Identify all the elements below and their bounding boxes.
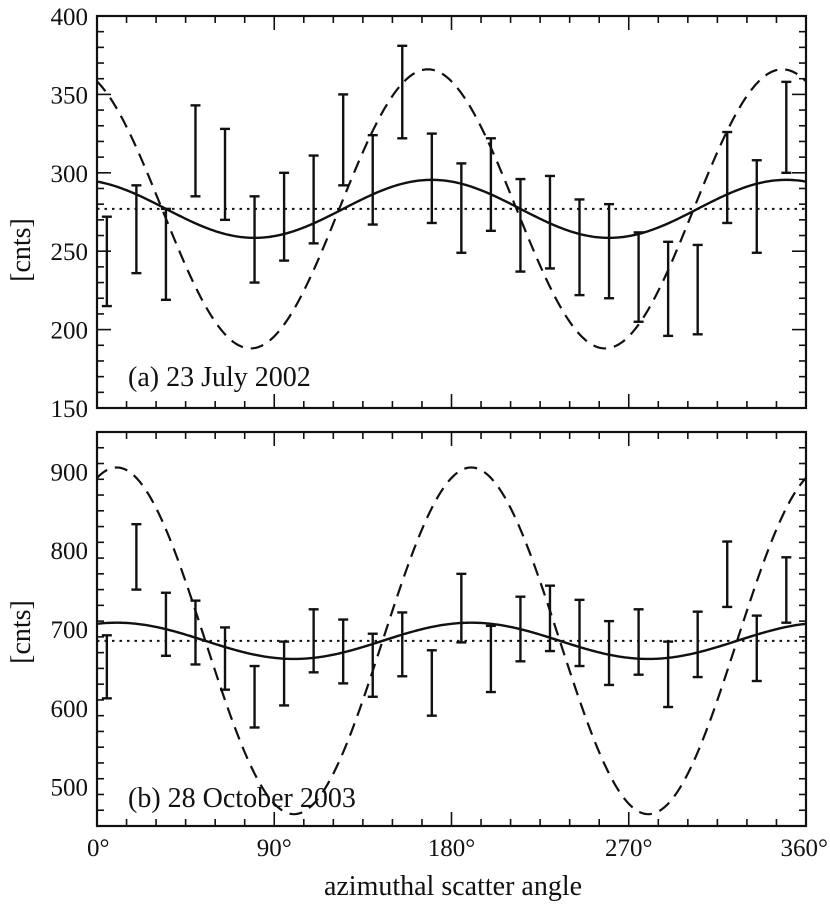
panel-a-error-bar: [781, 80, 792, 175]
panel-a-error-bar: [220, 127, 231, 222]
panel-b-series-dashed: [96, 466, 807, 816]
panel-a-error-bar: [426, 132, 437, 225]
panel-b-x-tick-label: 180°: [428, 835, 476, 862]
panel-b-error-bar: [751, 614, 762, 683]
panel-b-error-bar: [308, 608, 319, 674]
panel-b-error-bar: [249, 664, 260, 729]
panel-b-error-bar: [515, 595, 526, 663]
panel-a-y-tick-label: 150: [51, 396, 89, 423]
panel-a-error-bar: [722, 130, 733, 225]
panel-b-error-bar: [101, 634, 112, 700]
panel-b-x-tick-label: 0°: [87, 835, 110, 862]
panel-a-error-bar: [633, 231, 644, 323]
panel-a-error-bar: [367, 133, 378, 226]
panel-a-error-bar: [249, 195, 260, 284]
panel-a-y-axis-label: [cnts]: [6, 218, 37, 282]
panel-a-y-tick-label: 350: [51, 82, 89, 109]
panel-b-x-tick-label: 270°: [605, 835, 653, 862]
panel-b: (b) 28 October 2003 [cnts] azimuthal sca…: [6, 430, 829, 902]
panel-a-error-bar: [692, 243, 703, 336]
panel-b-error-bar: [367, 632, 378, 698]
panel-a-y-tick-label: 300: [51, 161, 89, 188]
panel-b-y-tick-label: 700: [51, 617, 89, 644]
panel-a-error-bar: [515, 177, 526, 273]
panel-b-error-bar: [544, 584, 555, 653]
panel-a-error-bar: [663, 240, 674, 338]
panel-a-error-bar: [101, 215, 112, 308]
panel-a-error-bar: [751, 159, 762, 254]
panel-b-error-bar: [633, 608, 644, 676]
panel-b-error-bar: [220, 626, 231, 691]
panel-a-error-bar: [308, 154, 319, 245]
panel-a-error-bar: [131, 184, 142, 275]
panel-b-error-bar: [338, 618, 349, 685]
panel-b-error-bar: [131, 522, 142, 591]
panel-b-error-bar: [692, 610, 703, 679]
panel-b-error-bar: [456, 572, 467, 644]
panel-b-error-bar: [397, 611, 408, 678]
panel-b-error-bar: [160, 591, 171, 657]
panel-b-error-bar: [574, 598, 585, 668]
panel-b-error-bar: [426, 649, 437, 717]
panel-b-y-tick-label: 900: [51, 459, 89, 486]
panel-b-error-bar: [722, 540, 733, 609]
panel-b-error-bar: [604, 619, 615, 687]
panel-b-series-solid: [96, 621, 807, 661]
panel-a-series-dashed: [96, 68, 807, 350]
panel-b-y-axis-label: [cnts]: [6, 600, 37, 664]
panel-a-plot-frame: [95, 14, 808, 410]
panel-b-error-bar: [781, 556, 792, 624]
panel-a-error-bar: [574, 198, 585, 297]
panel-b-error-bar: [663, 640, 674, 709]
panel-a: (a) 23 July 2002 [cnts] 150 200 250 300 350 4…: [6, 4, 808, 423]
panel-b-label: (b) 28 October 2003: [128, 783, 356, 814]
panel-a-error-bar: [485, 137, 496, 233]
panel-a-label: (a) 23 July 2002: [128, 362, 311, 393]
panel-a-y-tick-label: 200: [51, 318, 89, 345]
panel-a-error-bar: [397, 44, 408, 140]
panel-a-y-tick-label: 400: [51, 4, 89, 31]
panel-b-y-tick-label: 800: [51, 538, 89, 565]
panel-a-error-bar: [544, 174, 555, 270]
panel-a-y-tick-label: 250: [51, 239, 89, 266]
panel-b-y-tick-label: 600: [51, 696, 89, 723]
panel-a-error-bar: [160, 207, 171, 302]
panel-a-error-bar: [279, 171, 290, 262]
panel-b-x-tick-label: 90°: [257, 835, 292, 862]
panel-b-x-tick-label: 360°: [781, 835, 829, 862]
panel-a-error-bar: [338, 93, 349, 187]
panel-b-error-bar: [190, 599, 201, 666]
panel-a-error-bar: [190, 104, 201, 198]
panel-a-series-solid: [96, 178, 807, 240]
panel-b-y-tick-label: 500: [51, 775, 89, 802]
panel-b-error-bar: [279, 640, 290, 707]
panel-b-plot-frame: [95, 430, 808, 828]
panel-a-error-bar: [456, 162, 467, 254]
panel-a-error-bar: [604, 202, 615, 300]
x-axis-label: azimuthal scatter angle: [324, 871, 582, 902]
panel-b-error-bar: [485, 624, 496, 694]
